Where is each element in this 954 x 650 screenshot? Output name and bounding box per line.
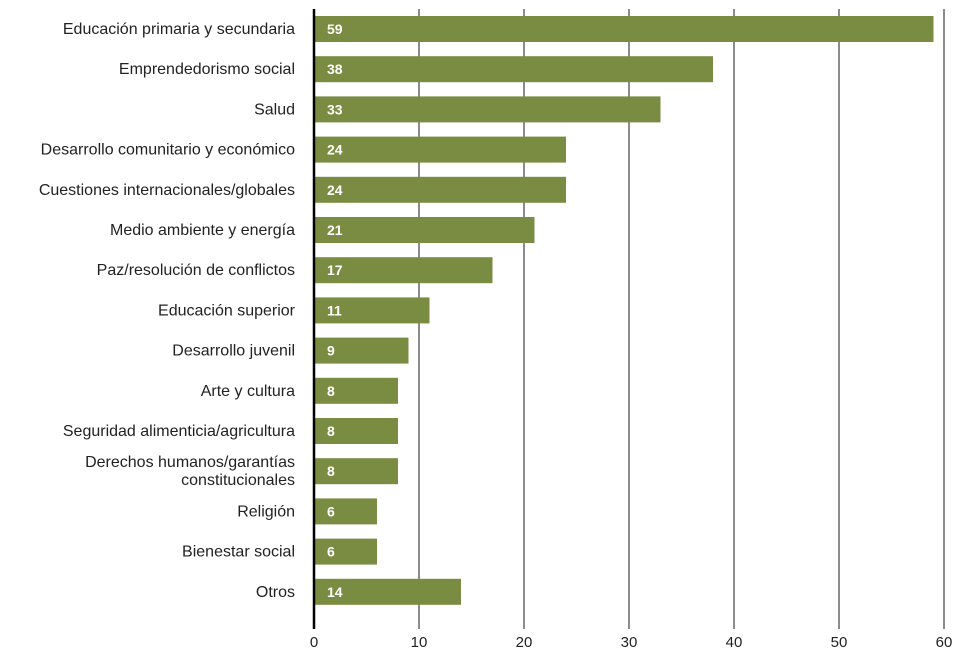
category-label: Paz/resolución de conflictos [97,262,295,279]
bar [314,217,535,243]
category-label-line: Medio ambiente y energía [110,222,295,239]
category-label-line: Emprendedorismo social [119,61,295,78]
x-tick-label: 60 [936,634,953,650]
category-label-line: Paz/resolución de conflictos [97,262,295,279]
bar-value-label: 6 [327,503,335,519]
category-label-line: Cuestiones internacionales/globales [39,182,295,199]
category-label: Educación superior [158,302,296,319]
category-label: Cuestiones internacionales/globales [39,182,295,199]
category-label-line: Educación primaria y secundaria [63,21,295,38]
category-label: Educación primaria y secundaria [63,21,295,38]
bar-value-label: 14 [327,584,343,600]
x-tick-label: 40 [726,634,743,650]
x-tick-label: 10 [411,634,428,650]
bar [314,257,493,284]
bar-value-label: 11 [327,302,342,318]
bar [314,136,566,163]
category-labels: Educación primaria y secundaria Emprended… [39,21,296,601]
bar-value-label: 59 [327,21,343,37]
category-label-line: constitucionales [181,472,295,489]
category-label-line: Derechos humanos/garantías [85,454,295,471]
category-label-line: Educación superior [158,302,296,319]
category-label: Seguridad alimenticia/agricultura [63,423,295,440]
category-label: Otros [256,584,295,601]
category-label-line: Desarrollo comunitario y económico [41,142,295,159]
bar [314,176,566,203]
category-label: Emprendedorismo social [119,61,295,78]
bar [314,578,461,605]
category-label: Bienestar social [182,544,295,561]
bar [314,458,398,485]
bar [314,96,661,123]
category-label: Derechos humanos/garantías constitucional… [85,454,295,489]
x-tick-label: 0 [310,634,318,650]
bar-value-label: 9 [327,343,335,359]
category-label: Medio ambiente y energía [110,222,295,239]
bar [314,418,398,444]
bar-value-label: 8 [327,423,335,439]
category-label-line: Arte y cultura [201,383,295,400]
category-label-line: Bienestar social [182,544,295,561]
category-label: Salud [254,101,295,118]
bar [314,377,398,404]
category-label-line: Otros [256,584,295,601]
bar-value-label: 38 [327,61,343,77]
x-tick-label: 30 [621,634,638,650]
x-tick-label: 50 [831,634,848,650]
bar-value-label: 6 [327,544,335,560]
bar-value-label: 8 [327,463,335,479]
bars: 59 38 33 24 24 21 17 11 9 8 8 8 6 6 14 [314,16,934,605]
bar [314,56,713,83]
bar [314,498,377,525]
bar [314,16,934,42]
bar [314,297,430,324]
bar-value-label: 24 [327,182,343,198]
category-label: Desarrollo comunitario y económico [41,142,295,159]
x-axis-ticks: 0 10 20 30 40 50 60 [310,634,953,650]
category-label: Desarrollo juvenil [172,343,295,360]
bar-value-label: 21 [327,222,343,238]
category-label: Religión [237,503,295,520]
category-label-line: Desarrollo juvenil [172,343,295,360]
bar-value-label: 8 [327,383,335,399]
x-tick-label: 20 [516,634,533,650]
category-label-line: Salud [254,101,295,118]
category-label-line: Seguridad alimenticia/agricultura [63,423,295,440]
bar-value-label: 17 [327,262,343,278]
bar [314,538,377,565]
category-label: Arte y cultura [201,383,295,400]
category-label-line: Religión [237,503,295,520]
bar-value-label: 33 [327,101,343,117]
bar [314,337,409,364]
bar-value-label: 24 [327,142,343,158]
